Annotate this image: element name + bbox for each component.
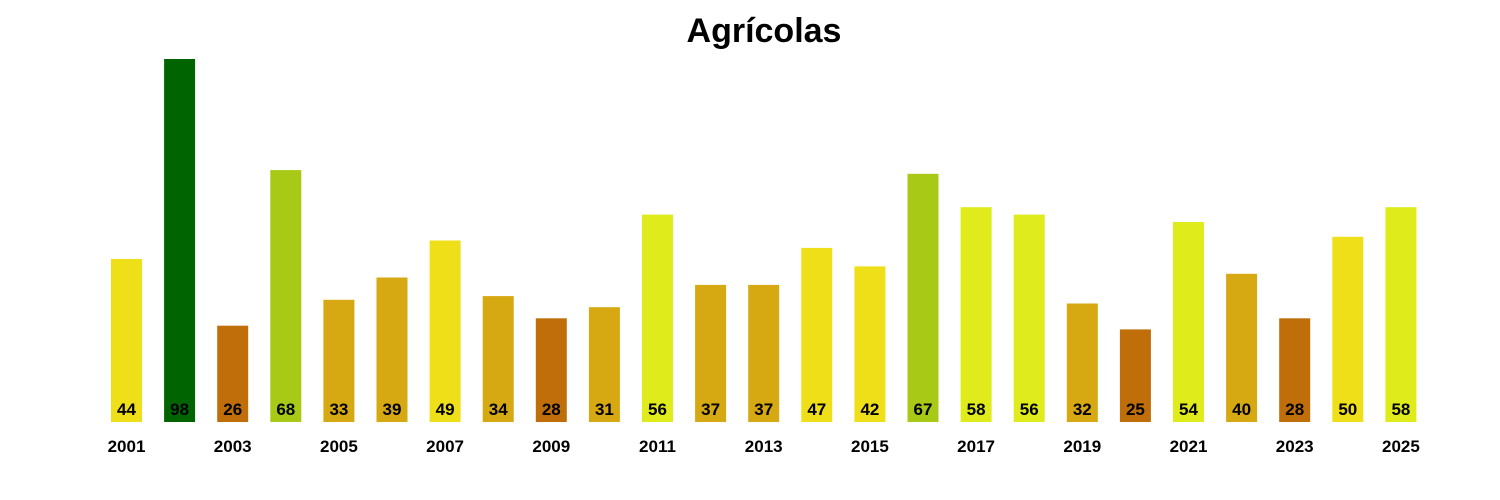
data-labels-layer: 44 98 26 68 33 39 49 34 28 31 56 37 37 47 42 67 58 56 32 25… <box>117 400 1410 419</box>
bar-2004 <box>270 170 302 422</box>
bar-2013 <box>748 284 780 422</box>
x-tick-label-2025: 2025 <box>1382 437 1420 456</box>
bar-2022 <box>1226 273 1258 422</box>
data-label-2011: 56 <box>648 400 667 419</box>
x-tick-label-2023: 2023 <box>1276 437 1314 456</box>
data-label-2012: 37 <box>701 400 720 419</box>
bar-2009 <box>535 318 567 422</box>
data-label-2006: 39 <box>383 400 402 419</box>
x-tick-label-2013: 2013 <box>745 437 783 456</box>
data-label-2022: 40 <box>1232 400 1251 419</box>
x-tick-label-2001: 2001 <box>108 437 146 456</box>
data-label-2013: 37 <box>754 400 773 419</box>
x-tick-label-2011: 2011 <box>639 437 676 456</box>
data-label-2024: 50 <box>1338 400 1357 419</box>
data-label-2019: 32 <box>1073 400 1092 419</box>
x-tick-label-2003: 2003 <box>214 437 252 456</box>
data-label-2020: 25 <box>1126 400 1145 419</box>
data-label-2003: 26 <box>223 400 242 419</box>
bar-2011 <box>642 214 673 422</box>
bar-2015 <box>854 266 886 422</box>
data-label-2001: 44 <box>117 400 136 419</box>
bar-2020 <box>1119 329 1151 422</box>
bar-2003 <box>217 325 249 422</box>
data-label-2016: 67 <box>914 400 933 419</box>
data-label-2018: 56 <box>1020 400 1039 419</box>
x-tick-label-2015: 2015 <box>851 437 889 456</box>
bar-2007 <box>429 240 461 422</box>
x-tick-label-2021: 2021 <box>1170 437 1208 456</box>
chart-title: Agrícolas <box>686 12 842 50</box>
x-axis-tick-labels: 2001 2003 2005 2007 2009 2011 2013 2015 2017 2019… <box>108 437 1420 456</box>
bar-2001 <box>111 259 142 422</box>
data-label-2005: 33 <box>329 400 348 419</box>
data-label-2009: 28 <box>542 400 561 419</box>
bar-2005 <box>323 299 355 422</box>
x-tick-label-2017: 2017 <box>957 437 995 456</box>
data-label-2002: 98 <box>170 400 189 419</box>
bar-2018 <box>1013 214 1045 422</box>
bar-2016 <box>907 173 939 422</box>
bars-layer <box>111 59 1417 422</box>
data-label-2007: 49 <box>436 400 455 419</box>
data-label-2025: 58 <box>1391 400 1410 419</box>
bar-2006 <box>376 277 408 422</box>
data-label-2015: 42 <box>860 400 879 419</box>
bar-2021 <box>1173 222 1204 422</box>
bar-2012 <box>695 284 727 422</box>
data-label-2023: 28 <box>1285 400 1304 419</box>
bar-2008 <box>482 296 514 422</box>
data-label-2008: 34 <box>489 400 508 419</box>
data-label-2010: 31 <box>595 400 614 419</box>
data-label-2004: 68 <box>276 400 295 419</box>
x-tick-label-2007: 2007 <box>426 437 464 456</box>
bar-2014 <box>801 247 833 422</box>
bar-2025 <box>1385 207 1417 422</box>
bar-2002 <box>164 59 196 422</box>
bar-2019 <box>1066 303 1098 422</box>
x-tick-label-2005: 2005 <box>320 437 358 456</box>
data-label-2014: 47 <box>807 400 826 419</box>
bar-2024 <box>1332 236 1364 422</box>
data-label-2017: 58 <box>967 400 986 419</box>
x-tick-label-2019: 2019 <box>1063 437 1101 456</box>
bar-2010 <box>588 307 620 422</box>
x-tick-label-2009: 2009 <box>532 437 570 456</box>
data-label-2021: 54 <box>1179 400 1198 419</box>
bar-2023 <box>1279 318 1311 422</box>
bar-2017 <box>960 207 992 422</box>
